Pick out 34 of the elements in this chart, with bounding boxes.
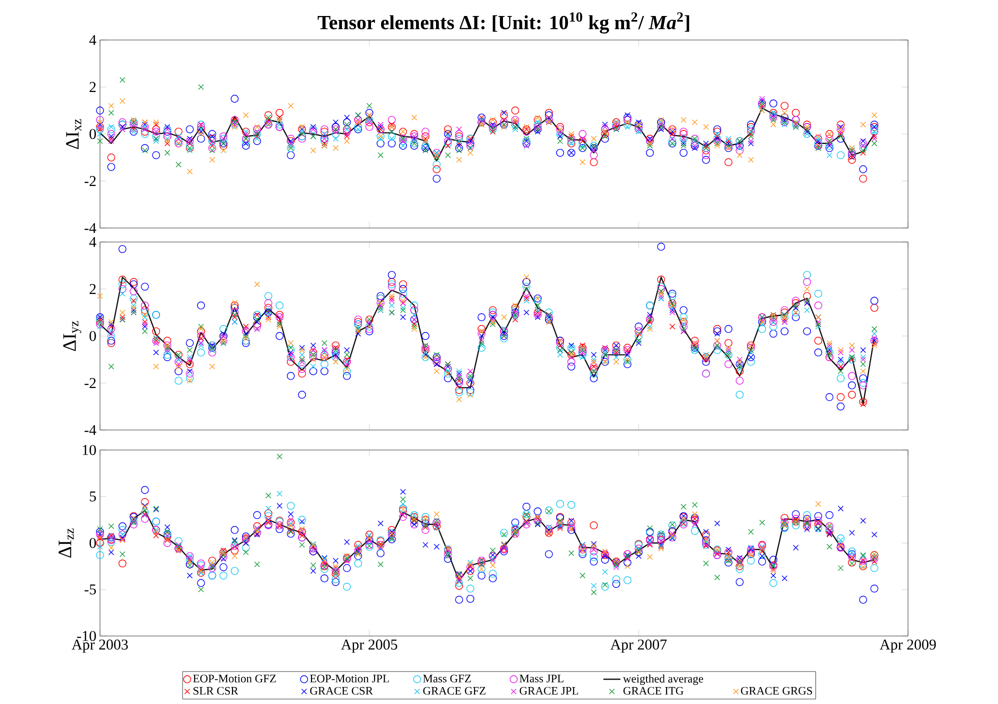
x-tick-label: Apr 2003 <box>72 640 128 653</box>
y-tick-label: 10 <box>82 444 96 456</box>
y-tick-label: 0 <box>90 128 96 140</box>
y-tick-label: 5 <box>90 492 96 502</box>
legend-label: GRACE JPL <box>520 686 578 695</box>
x-tick-label: Apr 2007 <box>610 640 667 653</box>
y-tick-label: 2 <box>90 284 96 294</box>
legend-label: GRACE GFZ <box>423 686 486 695</box>
y-axis-title: ΔI$_{yz}$ <box>63 321 82 352</box>
y-tick-label: 4 <box>89 35 96 45</box>
legend-label: GRACE CSR <box>310 686 373 695</box>
legend-label: weigthed average <box>622 674 704 685</box>
legend-label: EOP-Motion GFZ <box>193 674 276 682</box>
legend-label: GRACE GRGS <box>740 686 812 695</box>
x-tick-label: Apr 2009 <box>880 640 936 653</box>
x-tick-label: Apr 2005 <box>341 640 398 653</box>
chart-title: Tensor elements ΔI: [Unit: 10$^{10}$ kg m$^{2}$/ Ma$^{2}$] <box>318 12 690 34</box>
y-tick-label: -2 <box>84 176 96 186</box>
y-axis-title: ΔI$_{xz}$ <box>66 119 82 150</box>
y-tick-label: -5 <box>84 584 96 594</box>
legend-label: SLR CSR <box>194 686 238 695</box>
y-tick-label: -10 <box>77 630 96 642</box>
legend-label: EOP-Motion JPL <box>310 674 389 682</box>
y-tick-label: 0 <box>90 538 96 548</box>
legend-label: Mass JPL <box>520 674 564 682</box>
legend-label: GRACE ITG <box>623 686 684 695</box>
y-tick-label: -2 <box>84 378 96 388</box>
legend-label: Mass GFZ <box>423 674 471 682</box>
y-tick-label: -4 <box>84 425 96 435</box>
y-tick-label: 2 <box>90 82 96 92</box>
y-tick-label: 0 <box>90 330 96 342</box>
y-axis-title: ΔI$_{zz}$ <box>58 528 74 558</box>
y-tick-label: 4 <box>89 237 96 247</box>
y-tick-label: -4 <box>84 223 96 233</box>
